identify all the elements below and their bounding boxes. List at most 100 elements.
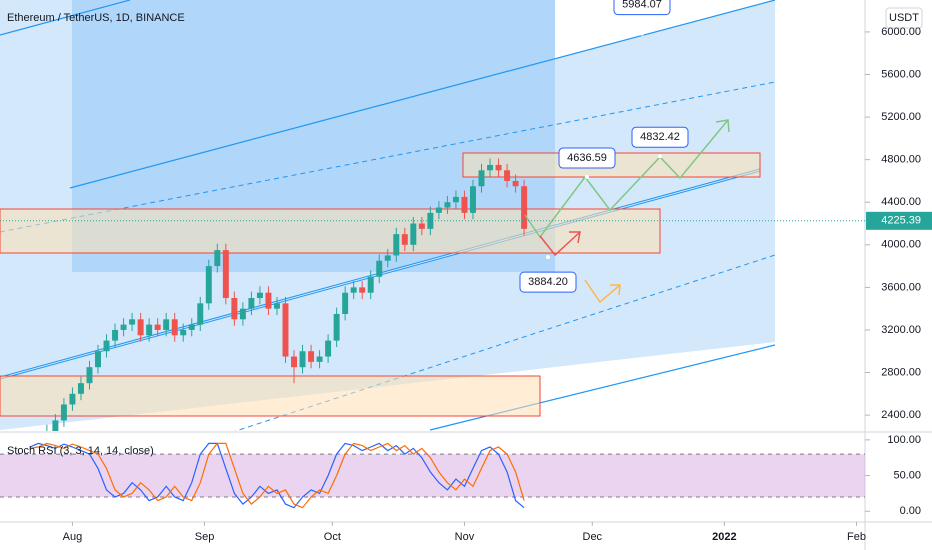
y-tick-label: 2400.00 xyxy=(881,409,921,421)
candle-body xyxy=(350,287,357,293)
candle-body xyxy=(188,324,195,330)
candle-body xyxy=(299,351,306,368)
candle-body xyxy=(129,319,136,325)
candle-body xyxy=(410,223,417,245)
chart-title: Ethereum / TetherUS, 1D, BINANCE xyxy=(7,12,185,24)
annotation-box xyxy=(519,271,577,293)
channel-line xyxy=(0,0,131,36)
candle-body xyxy=(146,324,153,336)
annotation-box xyxy=(558,147,616,169)
candle-body xyxy=(265,292,272,309)
candle-body xyxy=(342,292,349,314)
annotation-label: 3884.20 xyxy=(528,276,568,288)
candle-body xyxy=(239,308,246,320)
candle-body xyxy=(461,196,468,213)
y-tick-label: 5200.00 xyxy=(881,111,921,123)
candles xyxy=(44,158,528,442)
x-tick-label: Oct xyxy=(324,531,341,543)
x-tick-label: Feb xyxy=(847,531,866,543)
candle-body xyxy=(231,298,238,320)
candle-body xyxy=(393,234,400,256)
candle-body xyxy=(256,292,263,299)
annotation-box xyxy=(631,126,689,148)
candle-body xyxy=(52,420,59,431)
candle-body xyxy=(180,329,187,336)
candle-body xyxy=(171,319,178,336)
candle-body xyxy=(325,340,332,357)
currency: USDT xyxy=(889,12,919,24)
candle-body xyxy=(112,329,119,341)
candle-body xyxy=(487,164,494,171)
candle-body xyxy=(95,351,101,368)
y-tick-label: 5600.00 xyxy=(881,68,921,80)
candle-body xyxy=(495,164,502,171)
y-tick-label: 3600.00 xyxy=(881,281,921,293)
candle-body xyxy=(512,180,519,187)
x-tick-label: Aug xyxy=(63,531,83,543)
candle-body xyxy=(376,260,383,277)
candle-body xyxy=(86,367,93,384)
candle-body xyxy=(60,404,67,421)
indicator-title: Stoch RSI (3, 3, 14, 14, close) xyxy=(7,445,154,457)
zone-box xyxy=(0,375,541,417)
channel-line xyxy=(0,81,776,233)
zone-box xyxy=(0,208,661,254)
candle-body xyxy=(452,196,459,203)
current-price-label: 4225.39 xyxy=(881,215,921,227)
candle-body xyxy=(205,266,212,304)
candle-body xyxy=(367,276,374,293)
candle-body xyxy=(137,319,144,336)
y-tick-label: 3200.00 xyxy=(881,324,921,336)
candle-body xyxy=(44,431,50,442)
arrow-head xyxy=(610,284,621,296)
y-tick-label: 0.00 xyxy=(900,505,921,517)
candle-body xyxy=(521,186,528,229)
indicator-line xyxy=(29,442,525,509)
annotations: 5984.07 4636.59 4832.42 3884.20 xyxy=(519,0,689,293)
annotation-point xyxy=(640,31,644,36)
x-tick-label: Sep xyxy=(195,531,215,543)
candle-body xyxy=(435,207,442,213)
drawings xyxy=(0,0,776,431)
x-tick-label: Nov xyxy=(455,531,475,543)
candle-body xyxy=(77,383,84,394)
y-tick-label: 4400.00 xyxy=(881,196,921,208)
projection-path xyxy=(584,279,621,304)
candle-body xyxy=(248,298,255,309)
candle-body xyxy=(214,250,221,267)
candle-body xyxy=(444,202,451,208)
annotation-point xyxy=(546,255,550,260)
candle-body xyxy=(308,351,315,362)
annotation-label: 4832.42 xyxy=(640,131,680,143)
annotation-point xyxy=(585,175,589,180)
annotation-label: 5984.07 xyxy=(622,0,662,11)
current-price-box xyxy=(866,211,932,230)
candle-body xyxy=(291,356,297,368)
candle-body xyxy=(69,393,76,405)
projection-path xyxy=(539,231,581,257)
candle-body xyxy=(316,356,323,362)
arrow-head xyxy=(569,231,581,244)
candle-body xyxy=(282,303,289,357)
x-tick-label: 2022 xyxy=(712,531,736,543)
candle-body xyxy=(427,212,434,229)
candle-body xyxy=(504,170,511,181)
candle-body xyxy=(333,313,340,341)
y-tick-label: 4000.00 xyxy=(881,239,921,251)
annotation-point xyxy=(658,154,662,159)
channel-line xyxy=(69,0,776,189)
candle-body xyxy=(273,303,280,309)
candle-body xyxy=(359,287,366,293)
indicator: 100.00 50.00 0.00 xyxy=(0,434,921,517)
candle-body xyxy=(478,170,485,187)
candle-body xyxy=(469,186,476,213)
y-tick-label: 50.00 xyxy=(893,469,921,481)
indicator-line xyxy=(29,442,525,509)
y-tick-label: 4800.00 xyxy=(881,154,921,166)
projections xyxy=(524,119,730,304)
currency-box[interactable] xyxy=(885,7,923,29)
y-tick-label: 100.00 xyxy=(887,434,921,446)
candle-body xyxy=(197,303,204,325)
candle-body xyxy=(401,234,408,245)
